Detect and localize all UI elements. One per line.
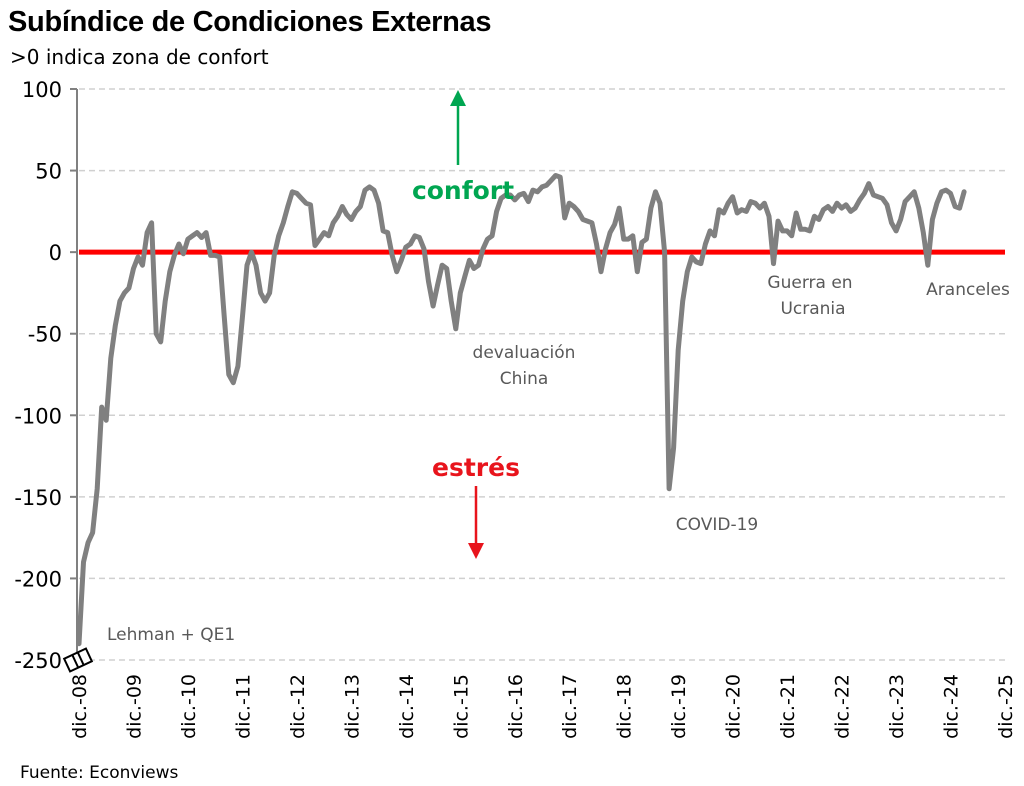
y-axis-tick-labels: 100 50 0 -50 -100 -150 -200 -250 — [14, 78, 62, 673]
chart-title: Subíndice de Condiciones Externas — [8, 6, 492, 38]
y-tick-label: -50 — [28, 323, 62, 347]
source-note: Fuente: Econviews — [20, 763, 179, 783]
x-tick-label: dic.-15 — [450, 674, 472, 739]
x-tick-label: dic.-25 — [995, 674, 1017, 739]
estres-arrow-icon — [468, 486, 484, 559]
x-tick-label: dic.-08 — [69, 674, 91, 739]
annotation-ucrania: Ucrania — [780, 299, 845, 319]
y-tick-label: 0 — [49, 241, 62, 265]
x-axis-tick-labels: dic.-08 dic.-09 dic.-10 dic.-11 dic.-12 dic.-… — [69, 674, 1017, 739]
annotation-china: China — [500, 369, 549, 389]
gridlines — [70, 88, 1005, 661]
series-line — [76, 173, 967, 647]
x-tick-label: dic.-10 — [178, 674, 200, 739]
x-tick-label: dic.-14 — [396, 674, 418, 739]
y-tick-label: -250 — [14, 649, 62, 673]
annotation-lehman: Lehman + QE1 — [107, 625, 235, 645]
x-tick-label: dic.-17 — [559, 674, 581, 739]
x-tick-label: dic.-21 — [777, 674, 799, 739]
estres-label: estrés — [432, 453, 520, 482]
y-tick-label: -200 — [14, 567, 62, 591]
y-tick-label: 50 — [35, 160, 62, 184]
x-tick-label: dic.-19 — [668, 674, 690, 739]
x-tick-label: dic.-12 — [287, 674, 309, 739]
data-points — [79, 175, 964, 643]
x-tick-label: dic.-11 — [232, 674, 254, 739]
annotation-covid: COVID-19 — [676, 515, 758, 535]
confort-arrow-icon — [450, 90, 466, 165]
y-tick-label: -100 — [14, 404, 62, 428]
x-tick-label: dic.-18 — [614, 674, 636, 739]
annotation-guerra: Guerra en — [767, 273, 852, 293]
x-tick-label: dic.-23 — [886, 674, 908, 739]
x-tick-label: dic.-20 — [723, 674, 745, 739]
chart-subtitle: >0 indica zona de confort — [10, 45, 269, 69]
confort-label: confort — [412, 176, 514, 205]
x-tick-label: dic.-24 — [941, 674, 963, 739]
y-tick-label: 100 — [22, 78, 62, 102]
x-tick-label: dic.-22 — [832, 674, 854, 739]
line-chart: 100 50 0 -50 -100 -150 -200 -250 dic.-08 dic.-09… — [14, 78, 1017, 739]
axis-break-icon — [62, 647, 94, 673]
x-tick-label: dic.-09 — [123, 674, 145, 739]
annotation-aranceles: Aranceles — [926, 280, 1010, 300]
x-tick-label: dic.-13 — [341, 674, 363, 739]
annotation-devaluacion: devaluación — [473, 343, 576, 363]
x-tick-label: dic.-16 — [505, 674, 527, 739]
y-tick-label: -150 — [14, 486, 62, 510]
